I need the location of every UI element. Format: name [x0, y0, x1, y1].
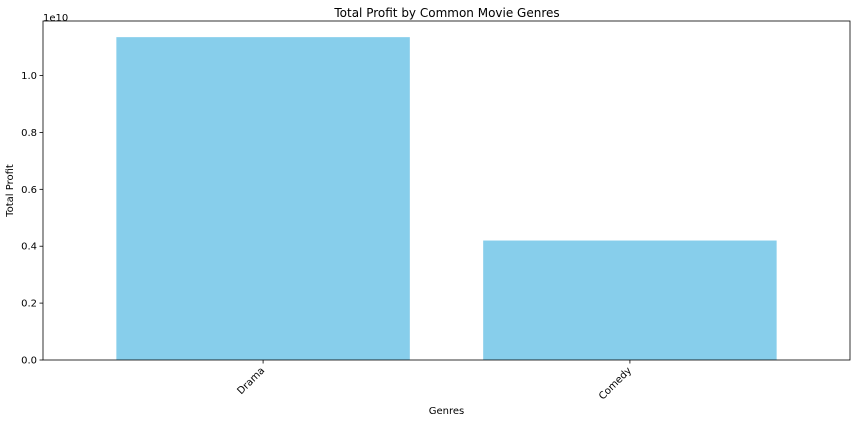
y-tick-label: 0.4: [21, 242, 37, 253]
y-tick-label: 0.8: [21, 128, 37, 139]
x-axis-ticks: Drama Comedy: [236, 360, 634, 402]
y-axis-offset-label: 1e10: [43, 13, 68, 24]
y-tick-label: 0.0: [21, 356, 37, 367]
bar-comedy: [483, 240, 777, 360]
y-axis-ticks: 0.0 0.2 0.4 0.6 0.8 1.0: [21, 71, 43, 367]
y-tick-label: 0.6: [21, 185, 37, 196]
bar-drama: [116, 37, 410, 361]
y-tick-label: 0.2: [21, 299, 37, 310]
x-axis-label: Genres: [429, 406, 465, 417]
plot-area-frame: [42, 20, 851, 361]
x-tick-label: Comedy: [597, 365, 634, 402]
y-tick-label: 1.0: [21, 71, 37, 82]
y-axis-label: Total Profit: [5, 164, 16, 218]
bars-group: [116, 37, 777, 361]
chart-title: Total Profit by Common Movie Genres: [333, 6, 559, 20]
x-tick-label: Drama: [236, 365, 268, 397]
